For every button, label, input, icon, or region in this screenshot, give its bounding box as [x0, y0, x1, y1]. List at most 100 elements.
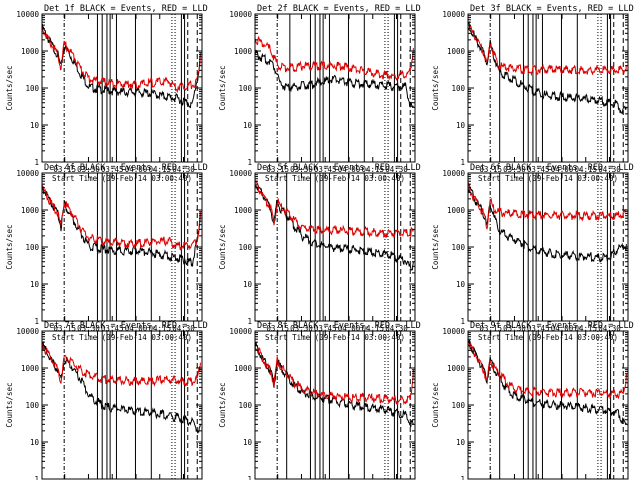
series-line-lld [467, 25, 627, 77]
y-tick-label: 1000 [21, 206, 40, 215]
x-axis-label: Start Time (09-Feb-14 03:00:40) [478, 174, 618, 183]
y-axis-label: Counts/sec [218, 382, 227, 427]
plot-frame [254, 330, 416, 480]
y-tick-label: 100 [238, 84, 252, 93]
plot-frame [41, 330, 203, 480]
series-line-lld [41, 185, 201, 251]
y-tick-label: 10 [243, 280, 253, 289]
plot-frame [467, 13, 629, 163]
y-axis-label: Counts/sec [218, 224, 227, 269]
y-tick-label: 100 [25, 84, 39, 93]
x-tick-label: 04:00 [338, 324, 361, 333]
x-tick-label: 04:30 [598, 165, 621, 174]
x-tick-label: 03:15 [53, 165, 76, 174]
x-axis-label: Start Time (09-Feb-14 03:00:40) [265, 333, 405, 342]
x-tick-label: 03:30 [77, 165, 100, 174]
y-axis-label: Counts/sec [431, 382, 440, 427]
x-tick-label: 03:45 [314, 324, 337, 333]
y-tick-label: 1000 [21, 47, 40, 56]
y-tick-label: 10000 [229, 169, 252, 178]
series-line-events [467, 20, 627, 115]
y-tick-label: 10 [30, 121, 40, 130]
y-tick-label: 1 [247, 317, 252, 326]
series-line-events [254, 49, 414, 108]
y-tick-label: 100 [451, 401, 465, 410]
panel-title: Det 7f BLACK = Events, RED = LLD [44, 321, 208, 331]
y-tick-label: 10 [243, 121, 253, 130]
y-tick-label: 1 [34, 317, 39, 326]
x-axis-label: Start Time (09-Feb-14 03:00:40) [265, 174, 405, 183]
y-tick-label: 10000 [16, 10, 39, 19]
series-line-events [467, 186, 627, 263]
x-tick-label: 03:15 [479, 324, 502, 333]
y-tick-label: 10 [456, 438, 466, 447]
detector-panel-4: Det 4f BLACK = Events, RED = LLD 1 10 100 10… [5, 163, 208, 342]
y-tick-label: 100 [451, 243, 465, 252]
series-line-events [41, 183, 201, 267]
y-tick-label: 10000 [442, 327, 465, 336]
plot-frame [254, 172, 416, 322]
x-tick-label: 03:30 [77, 324, 100, 333]
y-axis-label: Counts/sec [431, 65, 440, 110]
series-line-lld [254, 35, 414, 81]
x-tick-label: 04:15 [574, 165, 597, 174]
x-tick-label: 03:30 [290, 165, 313, 174]
x-tick-label: 04:00 [551, 165, 574, 174]
y-tick-label: 1000 [447, 47, 466, 56]
detector-panel-2: Det 2f BLACK = Events, RED = LLD 1 10 100 10… [218, 4, 421, 183]
y-tick-label: 100 [238, 401, 252, 410]
panel-title: Det 5f BLACK = Events, RED = LLD [257, 163, 421, 173]
y-tick-label: 1000 [234, 206, 253, 215]
y-tick-label: 10 [456, 121, 466, 130]
detector-panel-1: Det 1f BLACK = Events, RED = LLD 1 10 100 10… [5, 4, 208, 183]
x-tick-label: 04:30 [598, 324, 621, 333]
x-tick-label: 03:45 [101, 324, 124, 333]
x-tick-label: 04:30 [385, 165, 408, 174]
y-tick-label: 1 [247, 158, 252, 167]
series-line-lld [467, 342, 627, 400]
x-tick-label: 03:30 [503, 324, 526, 333]
plot-frame [41, 172, 203, 322]
x-tick-label: 03:15 [266, 324, 289, 333]
y-tick-label: 1000 [21, 364, 40, 373]
y-tick-label: 10000 [442, 169, 465, 178]
x-tick-label: 04:30 [172, 165, 195, 174]
x-tick-label: 03:30 [503, 165, 526, 174]
series-line-lld [41, 26, 201, 94]
detector-panel-8: Det 8f BLACK = Events, RED = LLD 1 10 100 10… [218, 321, 421, 480]
y-tick-label: 1000 [447, 206, 466, 215]
x-tick-label: 03:30 [290, 324, 313, 333]
panel-title: Det 8f BLACK = Events, RED = LLD [257, 321, 421, 331]
y-tick-label: 10000 [16, 169, 39, 178]
y-tick-label: 100 [25, 401, 39, 410]
panel-title: Det 6f BLACK = Events, RED = LLD [470, 163, 634, 173]
x-tick-label: 03:15 [266, 165, 289, 174]
x-tick-label: 03:45 [527, 165, 550, 174]
y-tick-label: 10 [30, 438, 40, 447]
y-tick-label: 1 [34, 158, 39, 167]
y-tick-label: 10 [456, 280, 466, 289]
x-axis-label: Start Time (09-Feb-14 03:00:40) [478, 333, 618, 342]
y-tick-label: 10000 [229, 10, 252, 19]
series-line-events [254, 342, 414, 428]
y-tick-label: 1 [460, 475, 465, 480]
x-tick-label: 04:15 [148, 165, 171, 174]
y-tick-label: 100 [25, 243, 39, 252]
x-axis-label: Start Time (09-Feb-14 03:00:40) [52, 333, 192, 342]
y-tick-label: 100 [451, 84, 465, 93]
x-tick-label: 04:00 [125, 165, 148, 174]
x-tick-label: 03:45 [101, 165, 124, 174]
x-tick-label: 04:15 [361, 165, 384, 174]
x-tick-label: 03:15 [479, 165, 502, 174]
y-tick-label: 10000 [442, 10, 465, 19]
y-tick-label: 10 [30, 280, 40, 289]
plot-frame [467, 172, 629, 322]
detector-panel-7: Det 7f BLACK = Events, RED = LLD 1 10 100 10… [5, 321, 208, 480]
y-axis-label: Counts/sec [431, 224, 440, 269]
panel-title: Det 4f BLACK = Events, RED = LLD [44, 163, 208, 173]
detector-panel-6: Det 6f BLACK = Events, RED = LLD 1 10 100 10… [431, 163, 634, 342]
y-tick-label: 1 [247, 475, 252, 480]
y-tick-label: 1 [460, 317, 465, 326]
panel-title: Det 3f BLACK = Events, RED = LLD [470, 4, 634, 14]
